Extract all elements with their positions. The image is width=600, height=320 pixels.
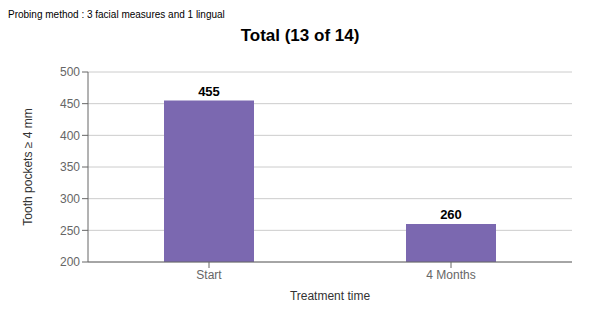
svg-text:200: 200	[60, 255, 80, 269]
svg-text:500: 500	[60, 65, 80, 79]
svg-text:Tooth pockets ≥ 4 mm: Tooth pockets ≥ 4 mm	[21, 108, 35, 225]
html-text:Total (13 of 14): Total (13 of 14)	[240, 26, 360, 45]
svg-text:350: 350	[60, 160, 80, 174]
svg-text:Start: Start	[196, 268, 222, 282]
svg-text:4 Months: 4 Months	[426, 268, 475, 282]
svg-text:250: 250	[60, 224, 80, 238]
svg-text:400: 400	[60, 129, 80, 143]
html-text:Probing method : 3 facial meas: Probing method : 3 facial measures and 1…	[8, 9, 225, 20]
svg-text:Treatment time: Treatment time	[290, 289, 371, 303]
svg-text:300: 300	[60, 192, 80, 206]
svg-text:260: 260	[440, 207, 462, 222]
svg-text:455: 455	[198, 84, 220, 99]
svg-text:450: 450	[60, 97, 80, 111]
